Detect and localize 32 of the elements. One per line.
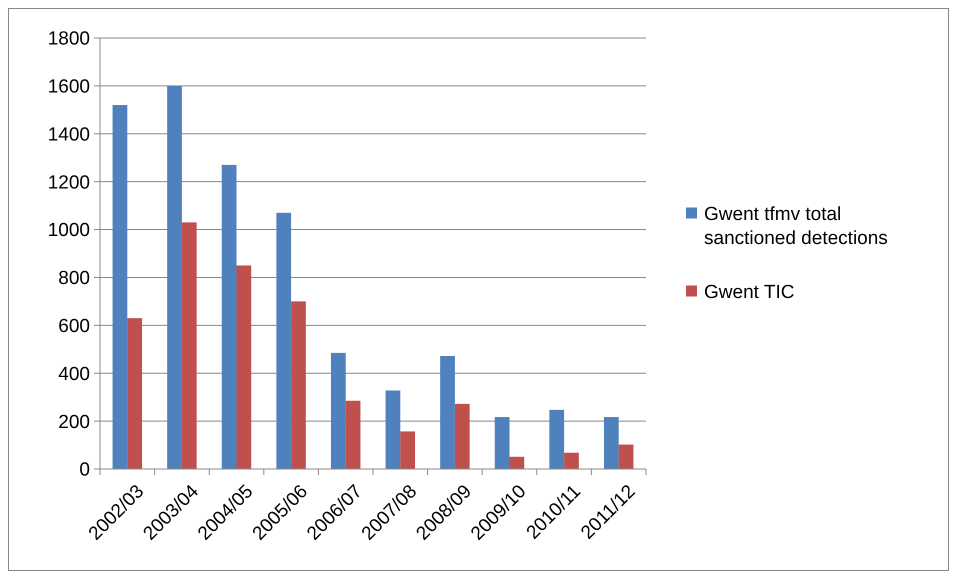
bar — [127, 318, 142, 469]
bar — [167, 86, 182, 469]
bar — [386, 390, 400, 469]
bar — [549, 410, 564, 469]
bar — [510, 456, 524, 469]
bar — [454, 404, 470, 469]
bar — [222, 164, 236, 469]
bar — [236, 265, 252, 469]
bar — [112, 105, 128, 469]
bar — [604, 417, 619, 469]
y-tick-label: 1200 — [48, 172, 90, 194]
y-tick-label: 400 — [58, 364, 90, 385]
y-tick-label: 1000 — [48, 220, 90, 242]
y-tick-label: 1600 — [48, 76, 90, 98]
y-tick-label: 0 — [79, 460, 90, 481]
bar — [400, 431, 416, 469]
bar — [494, 417, 510, 469]
bar — [440, 356, 455, 469]
bar — [291, 301, 306, 469]
y-tick-label: 800 — [58, 268, 90, 290]
bar — [276, 212, 292, 469]
y-tick-label: 600 — [58, 316, 90, 337]
y-tick-label: 200 — [58, 412, 90, 433]
legend-label: Gwent tfmv total sanctioned detections — [704, 204, 888, 250]
legend-label: Gwent TIC — [704, 282, 794, 304]
bar — [564, 452, 579, 469]
y-tick-label: 1400 — [48, 124, 90, 146]
bar — [618, 444, 634, 469]
y-tick-label: 1800 — [48, 28, 90, 50]
bar — [330, 352, 346, 469]
bar — [182, 222, 197, 469]
bar — [346, 400, 360, 469]
